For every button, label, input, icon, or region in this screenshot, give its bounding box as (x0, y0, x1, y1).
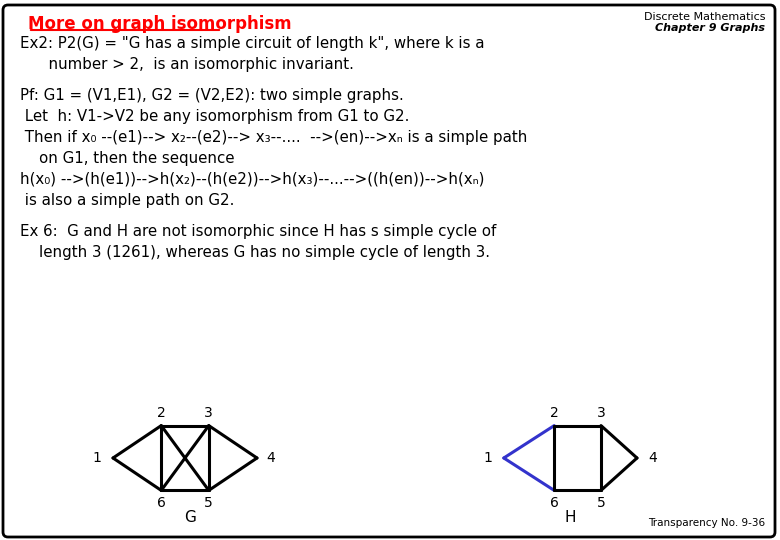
Text: Pf: G1 = (V1,E1), G2 = (V2,E2): two simple graphs.: Pf: G1 = (V1,E1), G2 = (V2,E2): two simp… (20, 88, 404, 103)
Text: 3: 3 (204, 406, 213, 420)
Text: Ex 6:  G and H are not isomorphic since H has s simple cycle of: Ex 6: G and H are not isomorphic since H… (20, 224, 496, 239)
Text: Then if x₀ --(e1)--> x₂--(e2)--> x₃--....  -->(en)-->xₙ is a simple path: Then if x₀ --(e1)--> x₂--(e2)--> x₃--...… (20, 130, 527, 145)
Text: Let  h: V1->V2 be any isomorphism from G1 to G2.: Let h: V1->V2 be any isomorphism from G1… (20, 109, 410, 124)
Text: 5: 5 (204, 496, 213, 510)
Text: 4: 4 (267, 451, 275, 465)
Text: 6: 6 (157, 496, 165, 510)
Text: 6: 6 (550, 496, 558, 510)
Text: Chapter 9 Graphs: Chapter 9 Graphs (655, 23, 765, 33)
Text: 5: 5 (597, 496, 605, 510)
Text: Discrete Mathematics: Discrete Mathematics (644, 12, 765, 22)
Text: on G1, then the sequence: on G1, then the sequence (20, 151, 235, 166)
Text: H: H (564, 510, 576, 525)
Text: length 3 (1261), whereas G has no simple cycle of length 3.: length 3 (1261), whereas G has no simple… (20, 245, 490, 260)
Text: Transparency No. 9-36: Transparency No. 9-36 (648, 518, 765, 528)
Text: Ex2: P2(G) = "G has a simple circuit of length k", where k is a: Ex2: P2(G) = "G has a simple circuit of … (20, 36, 484, 51)
Text: More on graph isomorphism: More on graph isomorphism (28, 15, 292, 33)
Text: 3: 3 (597, 406, 605, 420)
Text: 1: 1 (93, 451, 101, 465)
Text: 1: 1 (484, 451, 492, 465)
Text: is also a simple path on G2.: is also a simple path on G2. (20, 193, 234, 208)
Text: 4: 4 (649, 451, 658, 465)
Text: 2: 2 (550, 406, 558, 420)
Text: number > 2,  is an isomorphic invariant.: number > 2, is an isomorphic invariant. (20, 57, 354, 72)
FancyBboxPatch shape (3, 5, 775, 537)
Text: h(x₀) -->(h(e1))-->h(x₂)--(h(e2))-->h(x₃)--...-->((h(en))-->h(xₙ): h(x₀) -->(h(e1))-->h(x₂)--(h(e2))-->h(x₃… (20, 172, 484, 187)
Text: 2: 2 (157, 406, 165, 420)
Text: G: G (184, 510, 196, 525)
